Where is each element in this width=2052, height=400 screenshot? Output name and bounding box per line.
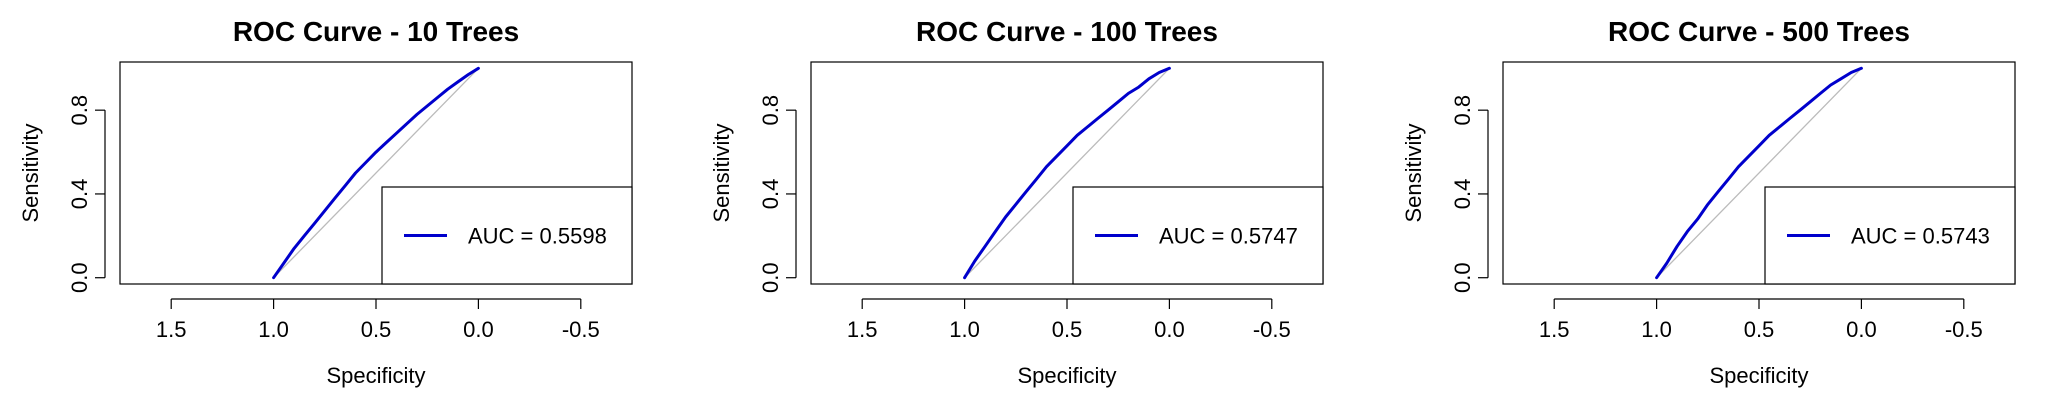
y-tick-label: 0.4 (758, 179, 783, 210)
x-tick-label: -0.5 (1253, 317, 1291, 342)
reference-diagonal-line (273, 67, 479, 279)
chart-title: ROC Curve - 10 Trees (233, 16, 519, 47)
roc-curve-line (272, 66, 480, 280)
plot-frame (810, 61, 1324, 285)
plot-frame (1502, 61, 2016, 285)
legend: AUC = 0.5747 (1072, 186, 1324, 285)
legend-label: AUC = 0.5743 (1851, 224, 1990, 249)
reference-diagonal-line (1656, 67, 1862, 279)
x-tick-label: 0.5 (1052, 317, 1083, 342)
roc-panel-2: ROC Curve - 100 Trees 1.5 1.0 0.5 0.0 -0.5 0.0… (709, 16, 1324, 388)
y-tick-label: 0.8 (67, 95, 92, 126)
y-tick-label: 0.8 (758, 95, 783, 126)
roc-curve-line (1655, 66, 1863, 280)
x-tick-label: 1.0 (1641, 317, 1672, 342)
x-tick-label: 1.5 (1539, 317, 1570, 342)
x-axis-label: Specificity (1709, 363, 1808, 388)
y-tick-label: 0.0 (758, 262, 783, 293)
legend: AUC = 0.5598 (381, 186, 633, 285)
x-tick-label: -0.5 (1945, 317, 1983, 342)
y-tick-label: 0.4 (1450, 179, 1475, 210)
y-tick-label: 0.0 (67, 262, 92, 293)
roc-panel-3: ROC Curve - 500 Trees 1.5 1.0 0.5 0.0 -0.5 0.0… (1401, 16, 2016, 388)
legend-label: AUC = 0.5747 (1159, 224, 1298, 249)
x-tick-label: 0.0 (1154, 317, 1185, 342)
reference-diagonal-line (964, 67, 1170, 279)
roc-panel-1: ROC Curve - 10 Trees 1.5 1.0 0.5 0.0 -0.5 0.0 0… (18, 16, 633, 388)
y-axis-label: Sensitivity (709, 123, 734, 222)
y-axis-label: Sensitivity (1401, 123, 1426, 222)
x-tick-label: 1.0 (258, 317, 289, 342)
x-tick-label: -0.5 (562, 317, 600, 342)
x-tick-label: 1.5 (847, 317, 878, 342)
chart-title: ROC Curve - 500 Trees (1608, 16, 1910, 47)
x-tick-label: 0.5 (1744, 317, 1775, 342)
y-axis-label: Sensitivity (18, 123, 43, 222)
y-tick-label: 0.0 (1450, 262, 1475, 293)
chart-title: ROC Curve - 100 Trees (916, 16, 1218, 47)
y-tick-label: 0.4 (67, 179, 92, 210)
legend: AUC = 0.5743 (1764, 186, 2016, 285)
x-tick-label: 1.5 (156, 317, 187, 342)
y-tick-label: 0.8 (1450, 95, 1475, 126)
x-tick-label: 0.0 (463, 317, 494, 342)
legend-label: AUC = 0.5598 (468, 224, 607, 249)
x-tick-label: 0.5 (361, 317, 392, 342)
x-tick-label: 1.0 (949, 317, 980, 342)
x-tick-label: 0.0 (1846, 317, 1877, 342)
x-axis-label: Specificity (1017, 363, 1116, 388)
x-axis-label: Specificity (326, 363, 425, 388)
roc-curve-line (963, 66, 1171, 280)
plot-frame (119, 61, 633, 285)
